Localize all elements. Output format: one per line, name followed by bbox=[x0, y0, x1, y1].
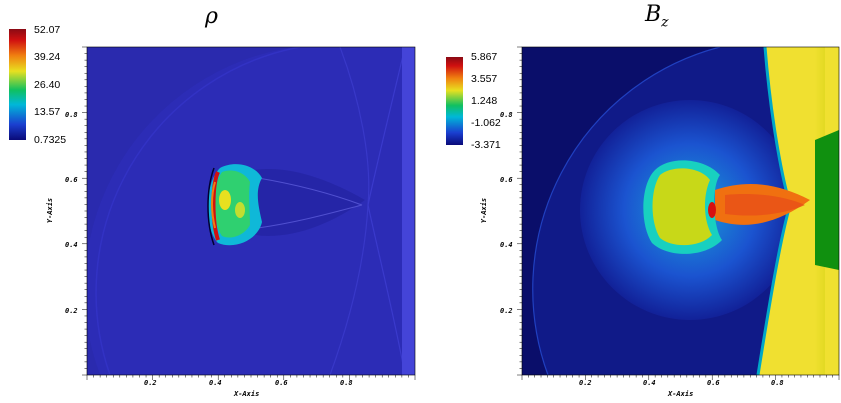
bz-colorbar-tick: 3.557 bbox=[471, 73, 498, 85]
rho-y-tick: 0.4 bbox=[65, 241, 78, 249]
rho-colorbar-tick: 52.07 bbox=[34, 24, 61, 36]
rho-colorbar-tick: 39.24 bbox=[34, 51, 61, 63]
bz-y-tick: 0.6 bbox=[500, 176, 513, 184]
rho-colorbar-tick: 13.57 bbox=[34, 106, 61, 118]
bz-colorbar-tick: 1.248 bbox=[471, 95, 498, 107]
bz-heatmap bbox=[522, 47, 839, 375]
rho-heatmap bbox=[87, 47, 415, 375]
bz-colorbar-tick: 5.867 bbox=[471, 51, 498, 63]
bz-y-tick: 0.2 bbox=[500, 307, 513, 315]
bz-x-axis-label: X-Axis bbox=[668, 390, 694, 398]
rho-x-tick: 0.2 bbox=[144, 379, 157, 387]
rho-x-tick: 0.6 bbox=[275, 379, 288, 387]
rho-y-tick: 0.2 bbox=[65, 307, 78, 315]
bz-colorbar bbox=[446, 57, 463, 145]
bz-colorbar-tick: -3.371 bbox=[471, 139, 501, 151]
rho-title: ρ bbox=[205, 4, 218, 29]
rho-axis-ticks bbox=[82, 46, 416, 380]
bz-x-tick: 0.6 bbox=[707, 379, 720, 387]
rho-y-tick: 0.6 bbox=[65, 176, 78, 184]
rho-x-tick: 0.4 bbox=[209, 379, 222, 387]
bz-axis-ticks bbox=[517, 46, 840, 380]
rho-y-axis-label: Y-Axis bbox=[46, 197, 55, 224]
bz-title: Bz bbox=[645, 2, 669, 31]
bz-x-tick: 0.2 bbox=[579, 379, 592, 387]
rho-y-tick: 0.8 bbox=[65, 111, 78, 119]
bz-y-tick: 0.4 bbox=[500, 241, 513, 249]
bz-y-tick: 0.8 bbox=[500, 111, 513, 119]
rho-colorbar bbox=[9, 29, 26, 140]
bz-x-tick: 0.8 bbox=[771, 379, 784, 387]
rho-x-axis-label: X-Axis bbox=[234, 390, 260, 398]
rho-colorbar-tick: 0.7325 bbox=[34, 134, 67, 146]
bz-x-tick: 0.4 bbox=[643, 379, 656, 387]
bz-colorbar-tick: -1.062 bbox=[471, 117, 501, 129]
rho-colorbar-tick: 26.40 bbox=[34, 79, 61, 91]
rho-x-tick: 0.8 bbox=[340, 379, 353, 387]
bz-y-axis-label: Y-Axis bbox=[480, 197, 489, 224]
